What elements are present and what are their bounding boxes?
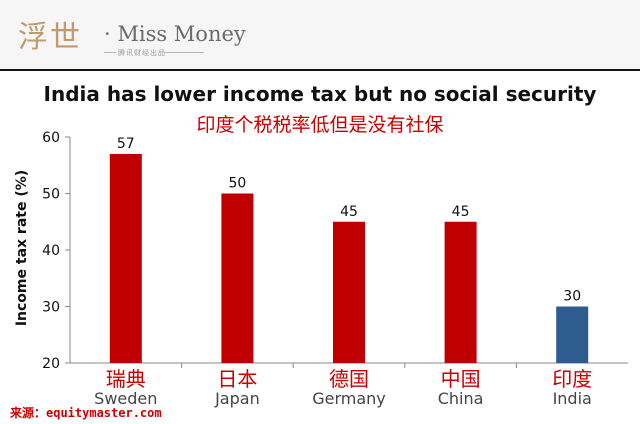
bar — [333, 221, 365, 363]
data-label: 50 — [228, 176, 246, 192]
logo-chinese: 浮世 — [18, 20, 82, 55]
bar — [109, 153, 142, 363]
x-tick-label: China — [438, 389, 484, 408]
header-divider — [0, 69, 640, 71]
logo-subtitle: 腾讯财经出品 — [118, 49, 166, 57]
x-tick-label-cn: 印度 — [552, 367, 592, 391]
bars — [109, 153, 589, 363]
data-labels: 57 50 45 45 30 — [117, 136, 581, 305]
x-tick-label-cn: 日本 — [217, 367, 257, 391]
x-tick-label: India — [553, 389, 592, 408]
data-label: 45 — [340, 204, 358, 220]
y-tick-label: 50 — [42, 187, 60, 203]
logo-divider-right — [164, 52, 204, 53]
bar — [221, 193, 254, 363]
source-note: 来源：equitymaster.com — [10, 406, 162, 420]
bar — [444, 221, 477, 363]
header-banner: 浮世 · Miss Money 腾讯财经出品 — [0, 0, 640, 70]
x-tick-label: Japan — [214, 389, 260, 408]
chart-subtitle: 印度个税税率低但是没有社保 — [196, 114, 444, 136]
x-tick-label: Sweden — [94, 389, 157, 408]
x-tick-label-cn: 德国 — [329, 367, 369, 391]
y-axis-label: Income tax rate (%) — [14, 170, 30, 326]
data-label: 57 — [117, 136, 135, 152]
data-label: 45 — [452, 204, 470, 220]
logo-english: · Miss Money — [104, 22, 246, 46]
y-tick-label: 60 — [42, 130, 60, 146]
x-tick-label-cn: 中国 — [441, 367, 481, 391]
data-label: 30 — [563, 289, 581, 305]
bar — [556, 306, 589, 363]
x-tick-label-cn: 瑞典 — [106, 367, 146, 391]
logo-divider-left — [104, 52, 116, 53]
y-tick-label: 30 — [42, 300, 60, 316]
x-tick-label: Germany — [312, 389, 386, 408]
y-tick-label: 40 — [42, 243, 60, 259]
y-tick-label: 20 — [42, 356, 60, 372]
chart-title: India has lower income tax but no social… — [43, 82, 597, 106]
